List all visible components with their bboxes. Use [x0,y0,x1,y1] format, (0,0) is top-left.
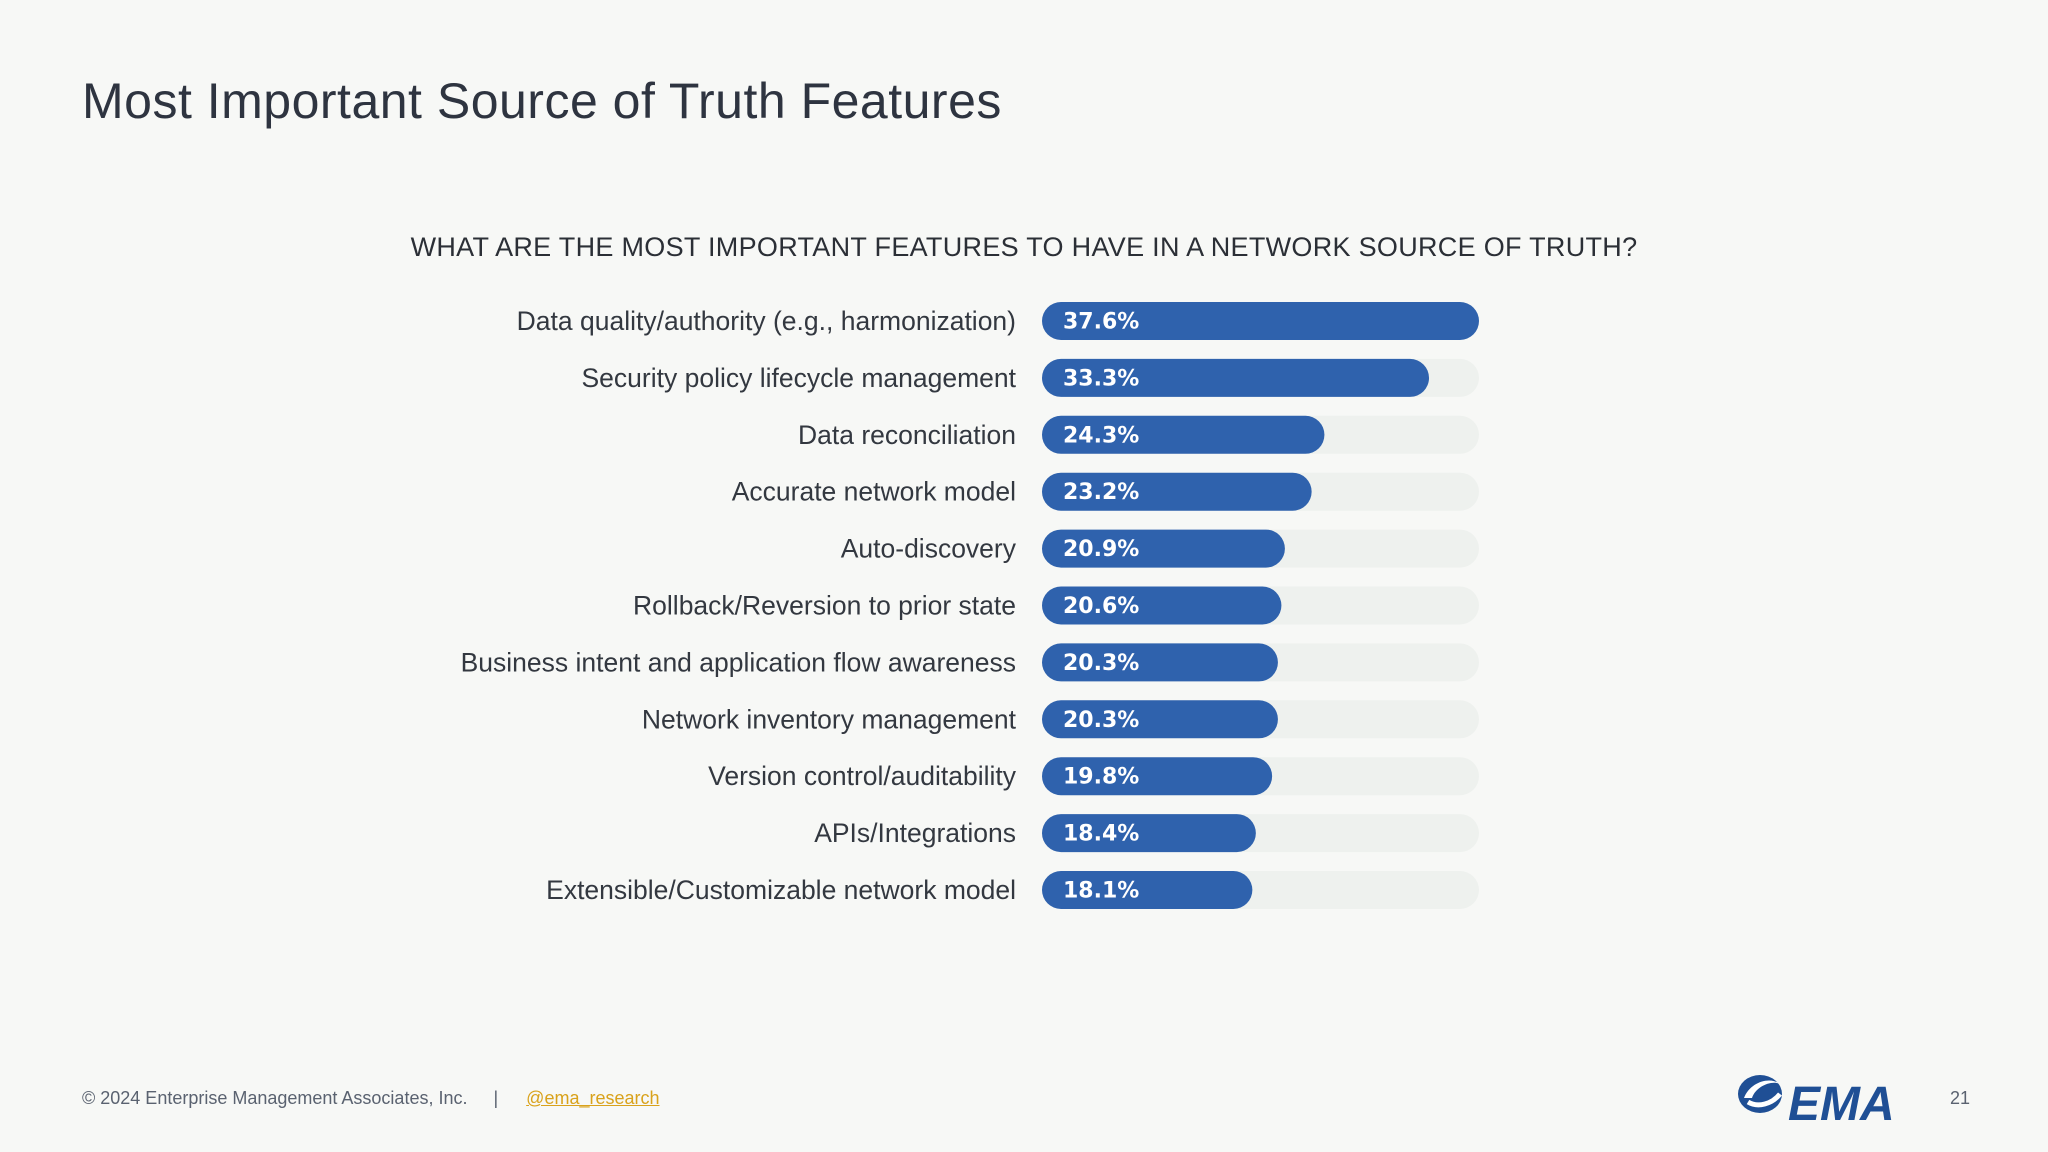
footer-separator: | [493,1088,499,1108]
category-label: Security policy lifecycle management [582,363,1017,393]
bar [1042,871,1253,909]
chart-title: WHAT ARE THE MOST IMPORTANT FEATURES TO … [410,232,1638,262]
category-label: Version control/auditability [708,761,1017,791]
category-label: Auto-discovery [841,534,1017,564]
bar [1042,415,1325,454]
data-label: 20.9% [1063,537,1139,562]
data-label: 24.3% [1063,423,1139,448]
bar [1042,472,1312,511]
data-label: 18.4% [1063,822,1139,847]
data-label: 23.2% [1063,480,1139,505]
data-label: 33.3% [1063,366,1139,391]
bar [1042,757,1273,796]
data-label: 20.3% [1063,708,1139,733]
data-label: 37.6% [1063,310,1139,335]
category-label: APIs/Integrations [814,818,1016,848]
category-label: Data reconciliation [798,420,1016,450]
page-number: 21 [1950,1088,1971,1108]
ema-logo: EMA [1738,1075,1895,1128]
data-label: 18.1% [1063,879,1139,904]
footer: © 2024 Enterprise Management Associates,… [82,1088,660,1109]
data-label: 20.6% [1063,594,1139,619]
category-label: Extensible/Customizable network model [546,875,1016,905]
bar [1042,814,1256,853]
bar [1042,302,1479,340]
data-label: 19.8% [1063,765,1139,790]
category-label: Rollback/Reversion to prior state [633,591,1016,621]
social-handle-link[interactable]: @ema_research [526,1088,660,1108]
data-label: 20.3% [1063,651,1139,676]
category-label: Accurate network model [732,477,1016,507]
ema-swoosh-logo-icon [1738,1075,1782,1113]
category-label: Business intent and application flow awa… [461,647,1016,677]
bar [1042,529,1285,568]
logo-text: EMA [1788,1078,1895,1128]
copyright-text: © 2024 Enterprise Management Associates,… [82,1088,468,1108]
category-label: Network inventory management [642,704,1017,734]
bar [1042,643,1278,682]
bar [1042,700,1278,739]
category-label: Data quality/authority (e.g., harmonizat… [517,306,1016,336]
bar [1042,586,1282,625]
bar [1042,358,1430,397]
page-title: Most Important Source of Truth Features [82,73,1002,129]
